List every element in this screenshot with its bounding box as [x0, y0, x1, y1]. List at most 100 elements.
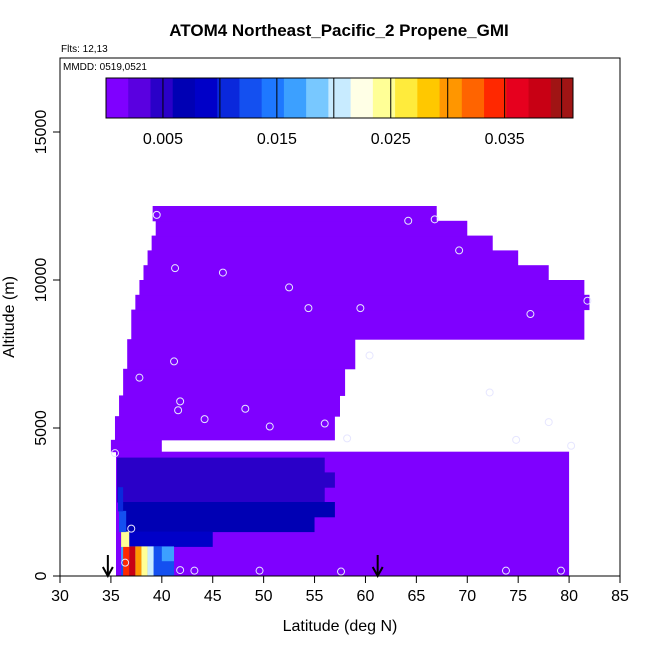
heatmap-cell	[131, 309, 585, 340]
colorbar-tick-label: 0.015	[257, 131, 297, 148]
x-axis: 30 35 40 45 50 55 60 65 70 75 80 85	[51, 576, 629, 605]
colorbar-swatch	[484, 78, 507, 118]
heatmap-cell	[110, 439, 162, 453]
sample-point	[320, 419, 329, 428]
y-tick-label: 10000	[33, 258, 50, 303]
plot-area	[59, 57, 621, 579]
sample-point	[200, 415, 209, 424]
heatmap-cell	[114, 416, 335, 441]
heatmap-cell	[129, 546, 136, 577]
flights-note: Flts: 12,13	[61, 44, 108, 55]
colorbar-swatches	[106, 78, 574, 118]
colorbar-swatch	[372, 78, 396, 118]
x-tick-label: 55	[306, 588, 324, 605]
heatmap-cell	[121, 531, 130, 547]
heatmap-cell	[117, 472, 335, 488]
heatmap-cell	[155, 220, 468, 237]
colorbar-swatch	[194, 78, 218, 118]
sample-point	[255, 566, 264, 575]
sample-point	[337, 567, 346, 576]
colorbar-swatch	[239, 78, 263, 118]
sample-point	[121, 558, 130, 567]
heatmap-cell	[135, 546, 142, 577]
sample-point	[171, 264, 180, 273]
heatmap-cell	[141, 546, 148, 577]
x-axis-label: Latitude (deg N)	[283, 618, 398, 635]
sample-point	[176, 566, 185, 575]
colorbar-ticks: 0.005 0.015 0.025 0.035	[143, 78, 563, 148]
x-tick-label: 80	[560, 588, 578, 605]
heatmap-cell	[121, 516, 315, 533]
colorbar: 0.005 0.015 0.025 0.035	[105, 77, 574, 148]
x-tick-label: 30	[51, 588, 69, 605]
heatmap-cell	[121, 502, 335, 518]
y-axis: 0 5000 10000 15000	[33, 110, 60, 580]
mmdd-note: MMDD: 0519,0521	[63, 62, 147, 73]
sample-point	[356, 304, 365, 313]
sample-point	[365, 351, 374, 360]
heatmap-cell	[119, 510, 127, 533]
x-tick-label: 75	[509, 588, 527, 605]
colorbar-swatch	[283, 78, 307, 118]
sample-point	[404, 216, 413, 225]
sample-point	[190, 566, 199, 575]
colorbar-swatch	[528, 78, 552, 118]
heatmap-cell	[119, 395, 341, 417]
x-tick-label: 35	[102, 588, 120, 605]
sample-point	[285, 283, 294, 292]
sample-point	[152, 210, 161, 219]
heatmap-cell	[147, 250, 519, 266]
colorbar-swatch	[217, 78, 240, 118]
colorbar-swatch	[106, 78, 129, 118]
x-tick-label: 45	[204, 588, 222, 605]
y-tick-label: 0	[33, 571, 50, 580]
x-tick-label: 70	[458, 588, 476, 605]
colorbar-swatch	[128, 78, 151, 118]
sample-point	[512, 435, 521, 444]
colorbar-frame	[105, 77, 574, 119]
sample-point	[174, 406, 183, 415]
sample-point	[304, 304, 313, 313]
sample-point	[583, 296, 592, 305]
heatmap-cells	[110, 206, 590, 577]
sample-point	[241, 404, 250, 413]
x-tick-label: 85	[611, 588, 629, 605]
colorbar-swatch	[506, 78, 529, 118]
colorbar-swatch	[417, 78, 440, 118]
sample-point	[176, 397, 185, 406]
colorbar-tick-label: 0.005	[143, 131, 183, 148]
heatmap-cell	[118, 487, 124, 512]
heatmap-cell	[135, 294, 590, 311]
colorbar-swatch	[439, 78, 463, 118]
sample-point	[110, 449, 119, 458]
chart-title: ATOM4 Northeast_Pacific_2 Propene_GMI	[169, 21, 508, 40]
colorbar-swatch	[395, 78, 418, 118]
y-axis-label: Altitude (m)	[1, 276, 18, 358]
heatmap-cell	[139, 280, 585, 296]
heatmap-cell	[127, 339, 356, 370]
heatmap-cell	[123, 368, 346, 396]
sample-point	[265, 422, 274, 431]
plot-frame	[59, 57, 621, 577]
colorbar-swatch	[306, 78, 329, 118]
colorbar-swatch	[150, 78, 174, 118]
heatmap-cell	[121, 531, 213, 547]
sample-point	[544, 418, 553, 427]
heatmap-cell	[143, 265, 549, 281]
heatmap-cell	[123, 546, 130, 577]
colorbar-swatch	[461, 78, 485, 118]
colorbar-tick-label: 0.025	[371, 131, 411, 148]
sample-point	[127, 524, 136, 533]
sample-points	[110, 210, 592, 576]
heatmap-cell	[117, 457, 325, 473]
x-tick-label: 60	[357, 588, 375, 605]
colorbar-swatch	[261, 78, 285, 118]
colorbar-swatch	[350, 78, 374, 118]
x-tick-label: 50	[255, 588, 273, 605]
heatmap-cell	[151, 235, 493, 251]
x-tick-label: 65	[407, 588, 425, 605]
sample-point	[485, 388, 494, 397]
sample-point	[135, 373, 144, 382]
heatmap-cell	[147, 546, 154, 577]
